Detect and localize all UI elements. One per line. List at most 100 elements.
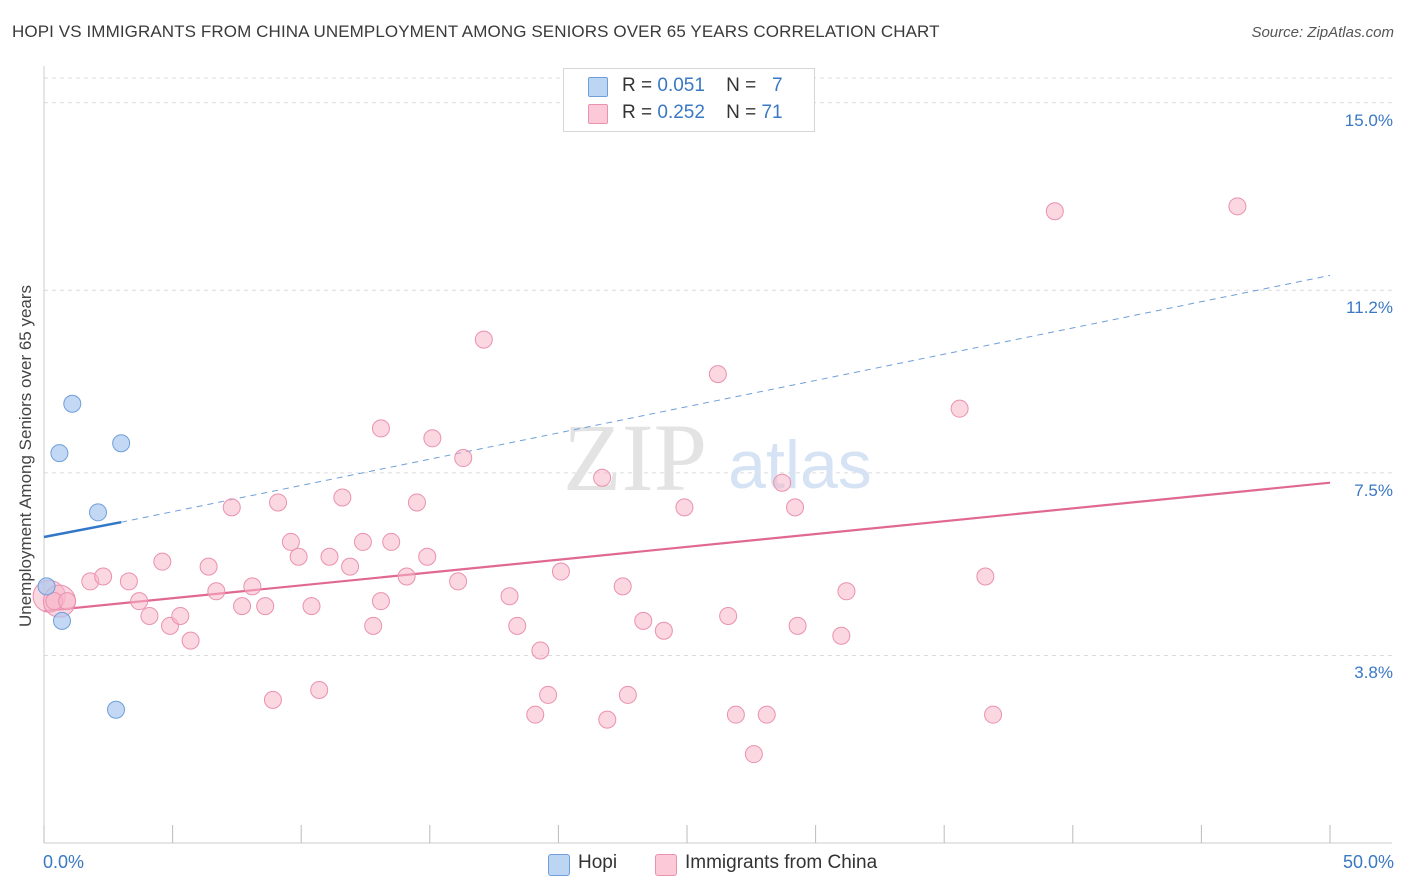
china-point xyxy=(526,705,545,724)
china-point xyxy=(773,473,792,492)
china-point xyxy=(181,631,200,650)
hopi-point xyxy=(107,700,126,719)
china-point xyxy=(418,547,437,566)
x-tick-label-min: 0.0% xyxy=(43,852,85,872)
china-point xyxy=(454,449,473,468)
china-point xyxy=(407,493,426,512)
china-point xyxy=(222,498,241,517)
legend-china-r-label: R = xyxy=(622,102,653,123)
china-point xyxy=(233,597,252,616)
legend-china-n-value: 71 xyxy=(761,102,783,123)
china-point xyxy=(708,365,727,384)
series-legend: Hopi Immigrants from China xyxy=(0,852,1406,878)
china-point xyxy=(598,710,617,729)
source-label: Source: ZipAtlas.com xyxy=(1251,24,1394,41)
china-point xyxy=(531,641,550,660)
china-point xyxy=(1045,202,1064,221)
legend-hopi-n-label: N = xyxy=(726,75,757,96)
china-point xyxy=(593,468,612,487)
watermark-zip: ZIP xyxy=(563,404,707,511)
china-point xyxy=(539,685,558,704)
china-point xyxy=(675,498,694,517)
china-point xyxy=(281,532,300,551)
china-point xyxy=(289,547,308,566)
china-point xyxy=(58,592,77,611)
china-point xyxy=(199,557,218,576)
china-point xyxy=(263,690,282,709)
watermark: ZIP atlas xyxy=(563,404,872,511)
china-point xyxy=(788,616,807,635)
china-point xyxy=(130,592,149,611)
legend-china-r-value: 0.252 xyxy=(657,102,705,123)
china-point xyxy=(153,552,172,571)
china-point xyxy=(333,488,352,507)
china-point xyxy=(171,606,190,625)
china-legend-swatch xyxy=(655,854,677,876)
y-tick-label: 3.8% xyxy=(1354,663,1393,683)
china-point xyxy=(382,532,401,551)
china-point xyxy=(726,705,745,724)
china-point xyxy=(618,685,637,704)
china-point xyxy=(613,577,632,596)
hopi-point xyxy=(89,503,108,522)
china-point xyxy=(786,498,805,517)
china-point xyxy=(269,493,288,512)
hopi-point xyxy=(53,611,72,630)
china-point xyxy=(397,567,416,586)
hopi-point xyxy=(37,577,56,596)
watermark-atlas: atlas xyxy=(728,427,872,503)
legend-hopi-r-label: R = xyxy=(622,75,653,96)
china-point xyxy=(256,597,275,616)
china-point xyxy=(1228,197,1247,216)
hopi-trend-dashed xyxy=(121,274,1331,523)
china-point xyxy=(634,611,653,630)
legend-label-hopi: Hopi xyxy=(578,852,618,873)
china-point xyxy=(976,567,995,586)
y-tick-label: 11.2% xyxy=(1346,298,1393,318)
china-point xyxy=(302,597,321,616)
china-point xyxy=(310,681,329,699)
china-point xyxy=(423,429,442,448)
hopi-legend-swatch xyxy=(548,854,570,876)
legend-hopi-n-value: 7 xyxy=(772,75,783,96)
china-point xyxy=(474,330,493,349)
legend-label-china: Immigrants from China xyxy=(685,852,878,873)
points-layer xyxy=(32,197,1247,764)
china-point xyxy=(984,705,1003,724)
china-swatch xyxy=(588,104,608,124)
legend-china-n-label: N = xyxy=(726,102,757,123)
china-point xyxy=(551,562,570,581)
chart-title: HOPI VS IMMIGRANTS FROM CHINA UNEMPLOYME… xyxy=(12,22,940,41)
china-point xyxy=(119,572,138,591)
china-point xyxy=(320,547,339,566)
china-point xyxy=(508,616,527,635)
china-point xyxy=(353,532,372,551)
china-point xyxy=(341,557,360,576)
china-point xyxy=(950,399,969,418)
china-point xyxy=(140,606,159,625)
stats-legend: R = 0.051 N = 7 R = 0.252 N = 71 xyxy=(563,68,815,132)
china-point xyxy=(94,567,113,586)
china-point xyxy=(719,606,738,625)
legend-hopi-r-value: 0.051 xyxy=(657,75,705,96)
china-point xyxy=(757,705,776,724)
china-point xyxy=(207,582,226,601)
china-point xyxy=(243,577,262,596)
axis-layer xyxy=(43,66,1392,844)
china-point xyxy=(654,621,673,640)
china-point xyxy=(364,616,383,635)
hopi-trend-solid xyxy=(43,520,122,539)
china-point xyxy=(449,572,468,591)
x-tick-label-max: 50.0% xyxy=(1342,852,1394,872)
hopi-swatch xyxy=(588,77,608,97)
y-tick-label: 7.5% xyxy=(1354,480,1393,500)
hopi-point xyxy=(63,394,82,413)
y-tick-label: 15.0% xyxy=(1344,110,1393,130)
china-point xyxy=(371,419,390,438)
china-point xyxy=(371,592,390,611)
china-point xyxy=(744,745,763,764)
china-point xyxy=(837,582,856,601)
china-point xyxy=(500,587,519,606)
hopi-point xyxy=(112,434,131,453)
